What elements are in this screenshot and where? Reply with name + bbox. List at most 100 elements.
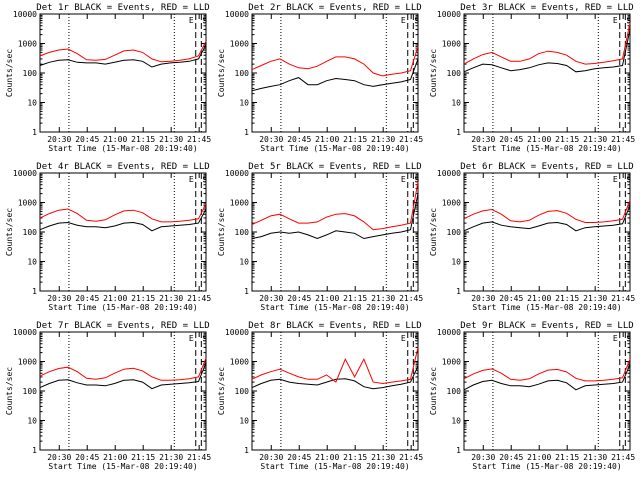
x-tick-label: 21:45 [187,135,211,144]
x-tick-label: 20:45 [499,453,523,462]
y-tick-label: 1000 [18,199,37,208]
plot-frame [463,13,631,133]
marker-label-s: S [202,16,207,25]
marker-label-e: E [401,175,406,184]
y-tick-label: 1000 [442,358,461,367]
x-tick-label: 21:00 [103,135,127,144]
y-tick-label: 1 [244,287,249,296]
x-tick-label: 21:30 [159,294,183,303]
x-tick-label: 21:15 [131,135,155,144]
y-tick-label: 1000 [230,358,249,367]
x-tick-label: 20:45 [75,294,99,303]
x-tick-label: 20:45 [499,294,523,303]
y-axis-label: Counts/sec [5,367,14,415]
y-tick-label: 100 [23,69,38,78]
series-line-lld [39,203,207,223]
x-tick-label: 20:30 [471,135,495,144]
x-tick-label: 21:00 [315,294,339,303]
y-tick-label: 1 [456,446,461,455]
x-tick-label: 21:45 [399,453,423,462]
series-line-lld [251,46,419,77]
marker-label-e: E [613,175,618,184]
y-tick-label: 100 [23,228,38,237]
marker-label-s: S [202,175,207,184]
y-tick-label: 10000 [225,10,249,19]
x-tick-label: 21:30 [159,453,183,462]
marker-label-s: S [626,334,631,343]
x-tick-label: 20:30 [259,294,283,303]
panel-det-9: Det 9r BLACK = Events, RED = LLD 1 10 100 10… [429,321,635,471]
y-tick-label: 10000 [225,328,249,337]
marker-label-e: E [189,334,194,343]
x-tick-label: 21:15 [343,453,367,462]
series-line-lld [463,359,631,382]
x-tick-label: 21:00 [315,453,339,462]
y-tick-label: 10 [451,258,461,267]
plot-frame [463,331,631,451]
y-tick-label: 10 [27,99,37,108]
series-line-events [251,193,419,240]
plot-frame [463,172,631,292]
series-line-lld [39,357,207,381]
panel-det-5: Det 5r BLACK = Events, RED = LLD 1 10 100 10… [217,162,423,312]
y-axis-label: Counts/sec [217,367,226,415]
y-tick-label: 100 [235,387,250,396]
y-tick-label: 100 [235,228,250,237]
x-tick-label: 20:30 [47,453,71,462]
y-axis-label: Counts/sec [5,208,14,256]
x-tick-label: 21:15 [555,453,579,462]
y-axis-label: Counts/sec [429,367,438,415]
y-tick-label: 1 [456,128,461,137]
x-tick-label: 21:30 [583,453,607,462]
x-tick-label: 21:30 [371,294,395,303]
x-axis-label: Start Time (15-Mar-08 20:19:40) [260,144,409,153]
x-axis-label: Start Time (15-Mar-08 20:19:40) [472,144,621,153]
marker-label-e: E [189,175,194,184]
x-tick-label: 21:45 [399,135,423,144]
x-tick-label: 21:00 [103,453,127,462]
x-tick-label: 21:30 [583,294,607,303]
x-tick-label: 20:45 [499,135,523,144]
y-tick-label: 1000 [442,40,461,49]
x-tick-label: 21:30 [159,135,183,144]
marker-label-s: S [414,175,419,184]
y-tick-label: 10000 [225,169,249,178]
x-tick-label: 20:45 [75,453,99,462]
panel-det-1: Det 1r BLACK = Events, RED = LLD 1 10 100 10… [5,3,211,153]
x-tick-label: 20:30 [259,135,283,144]
x-axis-label: Start Time (15-Mar-08 20:19:40) [48,303,197,312]
y-tick-label: 10 [451,417,461,426]
plot-frame [251,331,419,451]
panel-title: Det 6r BLACK = Events, RED = LLD [460,162,633,172]
y-tick-label: 100 [23,387,38,396]
y-tick-label: 100 [447,387,462,396]
x-tick-label: 20:45 [287,135,311,144]
x-tick-label: 21:15 [131,453,155,462]
panel-title: Det 8r BLACK = Events, RED = LLD [248,321,421,331]
panel-title: Det 3r BLACK = Events, RED = LLD [460,3,633,13]
marker-label-e: E [613,334,618,343]
panel-det-8: Det 8r BLACK = Events, RED = LLD 1 10 100 10… [217,321,423,471]
x-tick-label: 20:30 [47,294,71,303]
y-tick-label: 1 [456,287,461,296]
x-axis-label: Start Time (15-Mar-08 20:19:40) [48,462,197,471]
series-line-events [39,44,207,68]
y-tick-label: 10 [451,99,461,108]
y-tick-label: 1 [32,128,37,137]
plot-frame [39,331,207,451]
y-tick-label: 1 [32,287,37,296]
plot-frame [251,13,419,133]
x-tick-label: 21:45 [399,294,423,303]
x-tick-label: 21:30 [371,453,395,462]
x-tick-label: 21:30 [371,135,395,144]
x-tick-label: 20:30 [47,135,71,144]
panel-det-6: Det 6r BLACK = Events, RED = LLD 1 10 100 10… [429,162,635,312]
panel-title: Det 1r BLACK = Events, RED = LLD [36,3,209,13]
series-line-events [39,208,207,232]
x-tick-label: 21:00 [103,294,127,303]
panel-det-4: Det 4r BLACK = Events, RED = LLD 1 10 100 10… [5,162,211,312]
x-axis-label: Start Time (15-Mar-08 20:19:40) [472,462,621,471]
y-tick-label: 10000 [437,328,461,337]
x-tick-label: 21:15 [555,135,579,144]
y-tick-label: 100 [447,69,462,78]
